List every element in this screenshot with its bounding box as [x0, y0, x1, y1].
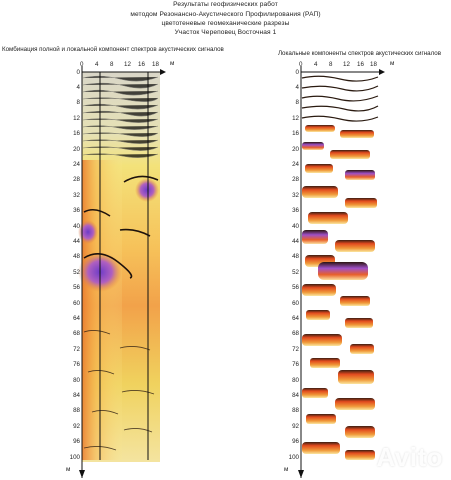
- y-tick-label: 24: [73, 160, 80, 168]
- left-x-tick: 18: [152, 61, 159, 68]
- right-x-tick: 4: [314, 61, 318, 68]
- y-tick-label: 60: [292, 299, 299, 307]
- y-tick-label: 64: [73, 314, 80, 322]
- right-y-unit: м: [284, 466, 289, 473]
- y-tick-label: 96: [73, 438, 80, 446]
- y-tick-label: 72: [292, 345, 299, 353]
- y-tick-label: 48: [73, 253, 80, 261]
- y-tick-label: 76: [73, 361, 80, 369]
- left-x-tick: 12: [124, 61, 131, 68]
- y-tick-label: 80: [292, 376, 299, 384]
- y-tick-label: 40: [73, 222, 80, 230]
- y-tick-label: 68: [292, 330, 299, 338]
- y-tick-label: 100: [288, 453, 299, 461]
- y-tick-label: 8: [295, 99, 299, 107]
- right-x-tick: 12: [343, 61, 350, 68]
- y-tick-label: 72: [73, 345, 80, 353]
- header-line-2: методом Резонансно-Акустического Профили…: [130, 11, 321, 18]
- left-section: [78, 66, 166, 478]
- y-tick-label: 84: [292, 391, 299, 399]
- y-tick-label: 12: [292, 114, 299, 122]
- right-section: [298, 66, 385, 478]
- y-tick-label: 12: [73, 114, 80, 122]
- header-line-1: Результаты геофизических работ: [173, 1, 278, 8]
- y-tick-label: 92: [73, 422, 80, 430]
- y-tick-label: 64: [292, 314, 299, 322]
- right-panel-title: Локальные компоненты спектров акустическ…: [278, 50, 442, 57]
- y-tick-label: 20: [73, 145, 80, 153]
- y-tick-label: 40: [292, 222, 299, 230]
- y-tick-label: 0: [295, 68, 299, 76]
- right-x-tick: 18: [370, 61, 377, 68]
- y-tick-label: 8: [76, 99, 80, 107]
- y-tick-label: 16: [73, 130, 80, 138]
- y-tick-label: 48: [292, 253, 299, 261]
- left-y-unit: м: [66, 466, 71, 473]
- y-tick-label: 52: [292, 268, 299, 276]
- left-x-tick: 0: [80, 61, 84, 68]
- y-tick-label: 32: [292, 191, 299, 199]
- right-x-tick: 0: [299, 61, 303, 68]
- y-tick-label: 28: [292, 176, 299, 184]
- y-tick-label: 20: [292, 145, 299, 153]
- y-tick-label: 28: [73, 176, 80, 184]
- y-tick-label: 56: [73, 284, 80, 292]
- y-tick-label: 56: [292, 284, 299, 292]
- y-tick-label: 44: [292, 237, 299, 245]
- watermark: Avito: [376, 442, 443, 472]
- right-x-tick: 8: [329, 61, 333, 68]
- left-x-tick: 8: [110, 61, 114, 68]
- left-x-unit: м: [170, 60, 175, 67]
- y-tick-label: 4: [76, 83, 80, 91]
- left-x-tick: 16: [138, 61, 145, 68]
- y-tick-label: 36: [292, 207, 299, 215]
- left-panel-title: Комбинация полной и локальной компонент …: [2, 46, 224, 53]
- y-tick-label: 44: [73, 237, 80, 245]
- y-tick-label: 32: [73, 191, 80, 199]
- y-tick-label: 0: [76, 68, 80, 76]
- y-tick-label: 80: [73, 376, 80, 384]
- y-tick-label: 4: [295, 83, 299, 91]
- y-tick-label: 52: [73, 268, 80, 276]
- y-tick-label: 16: [292, 130, 299, 138]
- y-tick-label: 76: [292, 361, 299, 369]
- right-x-tick: 16: [357, 61, 364, 68]
- y-tick-label: 36: [73, 207, 80, 215]
- y-tick-label: 100: [69, 453, 80, 461]
- header-line-3: цветотеневые геомеханические разрезы: [161, 20, 290, 27]
- y-tick-label: 88: [292, 407, 299, 415]
- left-x-tick: 4: [95, 61, 99, 68]
- header-line-4: Участок Череповец Восточная 1: [174, 29, 277, 36]
- y-tick-label: 88: [73, 407, 80, 415]
- right-x-unit: м: [390, 60, 395, 67]
- y-tick-label: 84: [73, 391, 80, 399]
- y-tick-label: 92: [292, 422, 299, 430]
- y-tick-label: 96: [292, 438, 299, 446]
- y-tick-label: 24: [292, 160, 299, 168]
- y-tick-label: 68: [73, 330, 80, 338]
- y-tick-label: 60: [73, 299, 80, 307]
